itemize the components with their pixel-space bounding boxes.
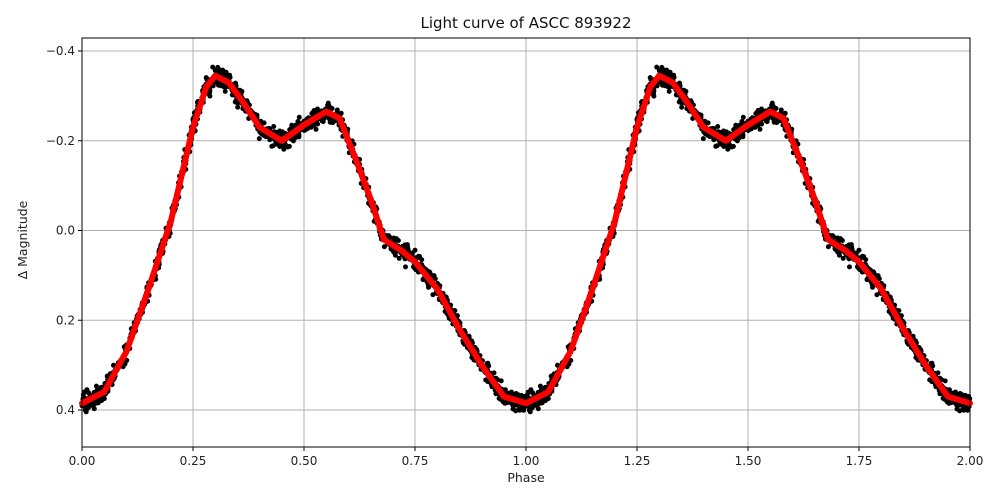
model-line bbox=[79, 72, 973, 407]
x-tick-label: 1.00 bbox=[513, 454, 540, 468]
x-tick-label: 2.00 bbox=[957, 454, 984, 468]
x-tick-label: 0.75 bbox=[402, 454, 429, 468]
x-tick-label: 0.00 bbox=[69, 454, 96, 468]
x-axis-label: Phase bbox=[507, 470, 545, 485]
y-axis-label: Δ Magnitude bbox=[15, 200, 30, 279]
y-axis-ticks: −0.4 −0.2 0.0 0.2 0.4 bbox=[46, 44, 82, 417]
model-curve bbox=[79, 72, 973, 407]
x-tick-label: 0.25 bbox=[180, 454, 207, 468]
x-tick-label: 0.50 bbox=[291, 454, 318, 468]
x-axis-ticks: 0.00 0.25 0.50 0.75 1.00 1.25 1.50 1.75 2.00 bbox=[69, 447, 984, 468]
y-tick-label: 0.2 bbox=[56, 313, 75, 327]
y-tick-label: 0.4 bbox=[56, 403, 75, 417]
y-tick-label: −0.2 bbox=[46, 134, 75, 148]
chart-title: Light curve of ASCC 893922 bbox=[421, 14, 632, 32]
y-tick-label: −0.4 bbox=[46, 44, 75, 58]
x-tick-label: 1.25 bbox=[624, 454, 651, 468]
x-tick-label: 1.50 bbox=[735, 454, 762, 468]
y-tick-label: 0.0 bbox=[56, 224, 75, 238]
x-tick-label: 1.75 bbox=[846, 454, 873, 468]
